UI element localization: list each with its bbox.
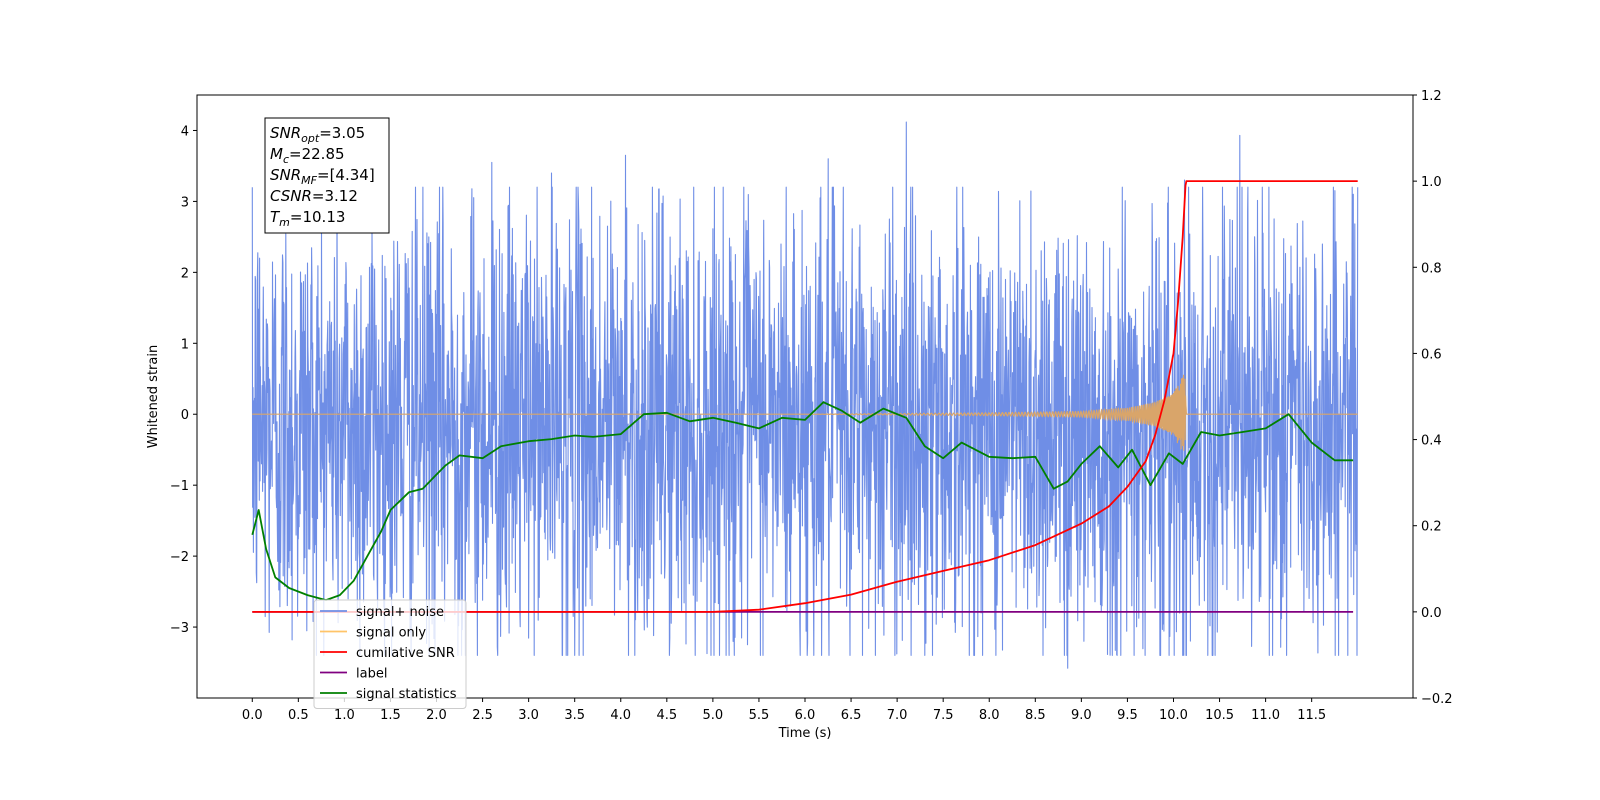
annotation-snr-mf-value: =[4.34] — [317, 166, 375, 184]
legend-label: signal statistics — [356, 687, 457, 702]
annotation-tm-value: =10.13 — [290, 208, 346, 226]
annotation-snr-opt-value: =3.05 — [319, 124, 365, 142]
series-cumulative-snr-line — [252, 180, 1358, 613]
y-left-tick-label: 0 — [181, 408, 189, 423]
x-tick-label: 8.5 — [1025, 708, 1046, 723]
legend-label: label — [356, 667, 387, 682]
annotation-mc-value: =22.85 — [289, 145, 345, 163]
y-right-tick-label: 0.0 — [1421, 606, 1442, 621]
y-axis-label-left: Whitened strain — [146, 345, 161, 448]
right-y-axis: −0.2 0.0 0.2 0.4 0.6 0.8 1.0 1.2 — [1413, 89, 1453, 707]
annotation-mc-name: M — [270, 145, 283, 163]
annotation-csnr-name: CSNR — [270, 187, 312, 205]
x-tick-label: 11.0 — [1251, 708, 1280, 723]
x-tick-label: 0.0 — [242, 708, 263, 723]
x-tick-label: 0.5 — [288, 708, 309, 723]
x-tick-label: 6.5 — [841, 708, 862, 723]
legend-label: signal+ noise — [356, 605, 444, 620]
y-left-tick-label: −2 — [170, 550, 189, 565]
x-axis-label: Time (s) — [778, 726, 832, 741]
x-tick-label: 2.5 — [472, 708, 493, 723]
y-left-tick-label: 1 — [181, 337, 189, 352]
metrics-annotation-box: SNRopt=3.05 Mc=22.85 SNRMF=[4.34] CSNR=3… — [264, 117, 390, 234]
x-tick-label: 11.5 — [1297, 708, 1326, 723]
x-tick-label: 2.0 — [426, 708, 447, 723]
y-right-tick-label: 1.2 — [1421, 89, 1442, 104]
x-axis: 0.0 0.5 1.0 1.5 2.0 2.5 3.0 3.5 4.0 4.5 5.0 5.5 6.0 6… — [242, 698, 1326, 723]
legend-frame — [313, 599, 467, 709]
y-left-tick-label: 4 — [181, 124, 189, 139]
x-tick-label: 4.5 — [656, 708, 677, 723]
plot-frame — [196, 94, 1414, 699]
legend: signal+ noise signal only cumilative SNR la… — [313, 599, 467, 709]
x-tick-label: 7.5 — [933, 708, 954, 723]
annotation-snr-mf-name: SNR — [270, 166, 301, 184]
annotation-snr-opt-sub: opt — [301, 132, 320, 145]
x-tick-label: 5.5 — [749, 708, 770, 723]
x-tick-label: 3.0 — [518, 708, 539, 723]
x-tick-label: 6.0 — [795, 708, 816, 723]
annotation-snr-mf: SNRMF=[4.34] — [270, 166, 375, 187]
plot-area — [251, 121, 1359, 669]
y-right-tick-label: 0.6 — [1421, 347, 1442, 362]
y-right-tick-label: 0.8 — [1421, 261, 1442, 276]
y-right-tick-label: 1.0 — [1421, 175, 1442, 190]
annotation-mc-sub: c — [283, 153, 289, 166]
x-tick-label: 7.0 — [887, 708, 908, 723]
annotation-csnr: CSNR=3.12 — [270, 187, 358, 205]
y-right-tick-label: 0.4 — [1421, 434, 1442, 449]
annotation-snr-mf-sub: MF — [301, 174, 317, 187]
series-signal-statistics-line — [251, 401, 1354, 601]
x-tick-label: 1.5 — [380, 708, 401, 723]
left-y-axis: −3 −2 −1 0 1 2 3 4 — [170, 124, 197, 636]
y-left-tick-label: 2 — [181, 266, 189, 281]
legend-label: cumilative SNR — [356, 646, 455, 661]
annotation-mc: Mc=22.85 — [270, 145, 345, 166]
x-tick-label: 1.0 — [334, 708, 355, 723]
x-tick-label: 5.0 — [703, 708, 724, 723]
annotation-snr-opt: SNRopt=3.05 — [270, 124, 365, 145]
y-left-tick-label: −3 — [170, 621, 189, 636]
y-left-tick-label: −1 — [170, 479, 189, 494]
annotation-tm-name: T — [270, 208, 281, 226]
series-signal-plus-noise-line — [251, 121, 1359, 669]
annotation-tm-sub: m — [279, 216, 290, 229]
y-right-tick-label: −0.2 — [1421, 692, 1453, 707]
annotation-box-frame — [264, 117, 390, 234]
x-tick-label: 9.0 — [1071, 708, 1092, 723]
x-tick-label: 9.5 — [1117, 708, 1138, 723]
x-tick-label: 8.0 — [979, 708, 1000, 723]
x-tick-label: 10.5 — [1205, 708, 1234, 723]
y-right-tick-label: 0.2 — [1421, 520, 1442, 535]
x-tick-label: 10.0 — [1159, 708, 1188, 723]
annotation-snr-opt-name: SNR — [270, 124, 301, 142]
x-tick-label: 4.0 — [610, 708, 631, 723]
annotation-tm: Tm=10.13 — [270, 208, 345, 229]
series-signal-only-line — [252, 374, 1358, 451]
legend-label: signal only — [356, 626, 426, 641]
x-tick-label: 3.5 — [564, 708, 585, 723]
annotation-csnr-value: =3.12 — [312, 187, 358, 205]
y-left-tick-label: 3 — [181, 195, 189, 210]
